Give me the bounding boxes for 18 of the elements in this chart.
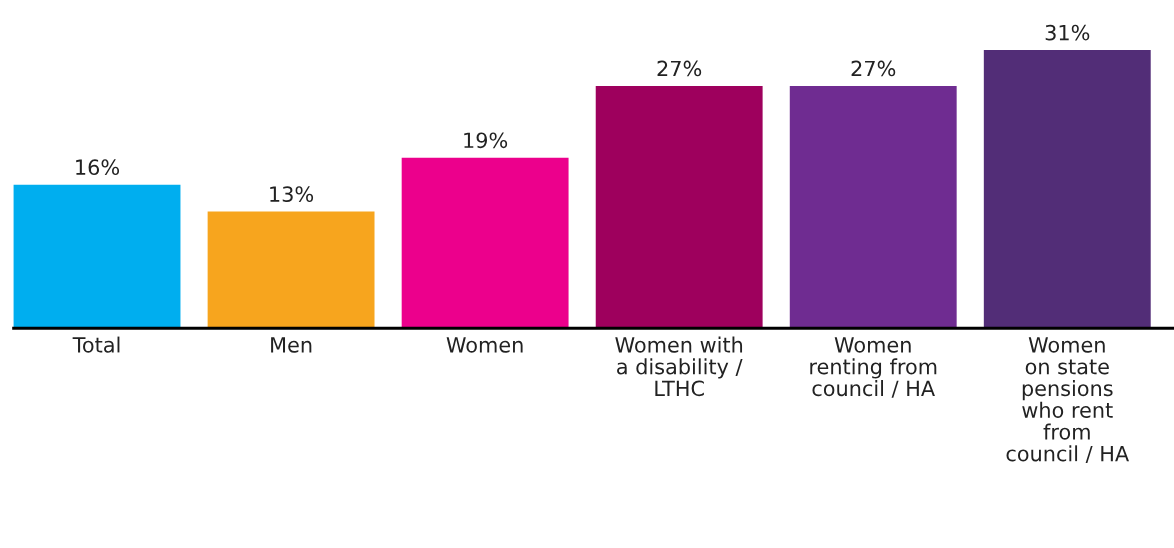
x-tick-label: Women with a disability / LTHC <box>615 336 743 397</box>
data-label: 27% <box>851 60 896 77</box>
x-tick-label: Total <box>72 336 120 353</box>
x-tick-label: Women <box>446 337 523 353</box>
bar <box>983 50 1151 329</box>
bar <box>207 211 375 329</box>
bar <box>595 85 763 329</box>
bar <box>401 157 569 329</box>
x-tick-label: Men <box>271 337 312 353</box>
bar <box>789 85 957 329</box>
x-tick-label: Women on state pensions who rent from council / HA <box>1006 337 1130 464</box>
bar <box>13 184 181 329</box>
data-label: 16% <box>76 159 120 176</box>
data-label: 19% <box>464 132 508 149</box>
data-label: 31% <box>1045 24 1090 41</box>
data-label: 27% <box>657 60 702 77</box>
data-label: 13% <box>270 186 314 202</box>
x-tick-label: Women renting from council / HA <box>810 337 937 398</box>
